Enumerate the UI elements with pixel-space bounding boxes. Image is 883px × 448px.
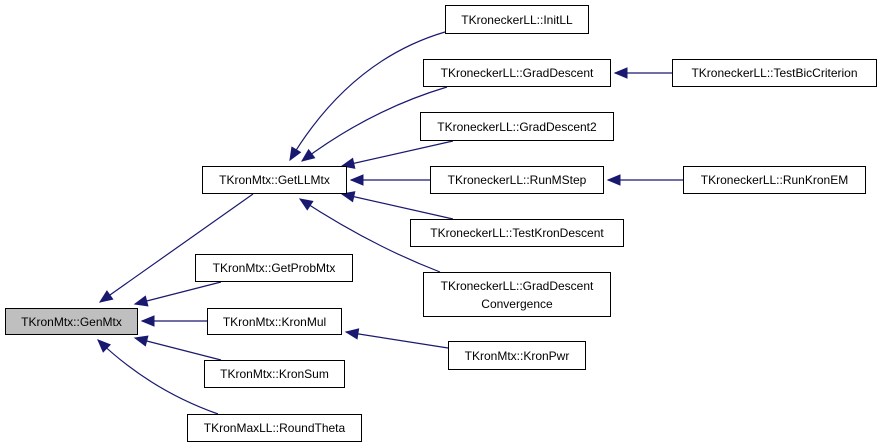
edge-graddescent-to-getllmtx xyxy=(301,86,448,162)
arrowhead-getllmtx xyxy=(289,146,302,162)
node-runmstep[interactable]: TKroneckerLL::RunMStep xyxy=(430,166,604,194)
node-runkronem[interactable]: TKroneckerLL::RunKronEM xyxy=(683,166,866,194)
arrowhead-genmtx xyxy=(140,315,155,327)
arrowhead-genmtx xyxy=(133,295,149,307)
edge-kronsum-to-genmtx xyxy=(134,337,222,361)
arrowhead-genmtx xyxy=(133,335,149,347)
arrowhead-runmstep xyxy=(606,174,621,186)
edge-getllmtx-to-genmtx xyxy=(99,193,254,303)
arrowhead-getllmtx xyxy=(340,157,356,169)
arrowhead-kronmul xyxy=(344,328,360,340)
arrowhead-genmtx xyxy=(98,290,114,303)
node-kronmul[interactable]: TKronMtx::KronMul xyxy=(207,308,342,335)
node-roundtheta[interactable]: TKronMaxLL::RoundTheta xyxy=(187,414,362,442)
node-genmtx: TKronMtx::GenMtx xyxy=(5,308,138,335)
edge-initll-to-getllmtx xyxy=(289,31,446,161)
node-graddescent2[interactable]: TKroneckerLL::GradDescent2 xyxy=(420,112,614,141)
node-testkrondescent[interactable]: TKroneckerLL::TestKronDescent xyxy=(410,219,624,247)
node-kronpwr[interactable]: TKronMtx::KronPwr xyxy=(448,341,586,370)
node-graddescent-convergence[interactable]: TKroneckerLL::GradDescent Convergence xyxy=(423,272,611,317)
node-testbiccriterion[interactable]: TKroneckerLL::TestBicCriterion xyxy=(672,59,877,87)
edge-getprobmtx-to-genmtx xyxy=(134,281,222,305)
node-getprobmtx[interactable]: TKronMtx::GetProbMtx xyxy=(195,254,353,282)
arrowhead-genmtx xyxy=(97,339,111,353)
node-getllmtx[interactable]: TKronMtx::GetLLMtx xyxy=(202,166,347,194)
node-initll[interactable]: TKroneckerLL::InitLL xyxy=(445,5,589,34)
arrowhead-getllmtx xyxy=(340,191,356,203)
edge-testkrondescent-to-getllmtx xyxy=(341,193,454,220)
node-graddescent[interactable]: TKroneckerLL::GradDescent xyxy=(423,59,611,87)
edge-graddescent2-to-getllmtx xyxy=(341,140,454,167)
edge-kronpwr-to-kronmul xyxy=(345,331,449,349)
edge-roundtheta-to-genmtx xyxy=(97,339,219,415)
arrowhead-getllmtx xyxy=(300,148,316,162)
arrowhead-getllmtx xyxy=(349,174,364,186)
edge-graddescentconv-to-getllmtx xyxy=(299,198,441,273)
arrowhead-graddescent xyxy=(613,67,628,79)
node-kronsum[interactable]: TKronMtx::KronSum xyxy=(204,360,345,388)
arrowhead-getllmtx xyxy=(298,198,314,211)
